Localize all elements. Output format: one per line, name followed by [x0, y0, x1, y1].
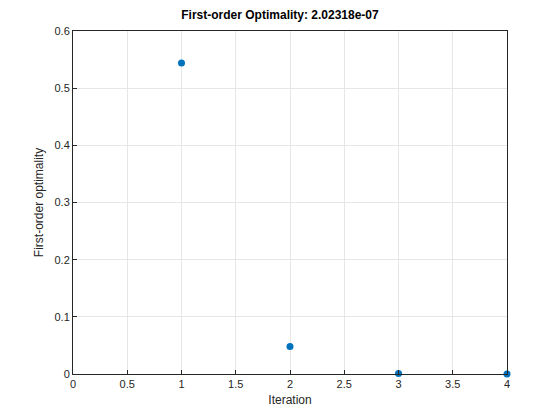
svg-text:0.5: 0.5	[55, 82, 70, 94]
svg-text:Iteration: Iteration	[268, 393, 311, 407]
svg-text:0.6: 0.6	[55, 25, 70, 37]
svg-text:3: 3	[395, 378, 401, 390]
svg-text:0: 0	[64, 368, 70, 380]
svg-text:0.5: 0.5	[120, 378, 135, 390]
svg-text:0.1: 0.1	[55, 311, 70, 323]
svg-text:First-order optimality: First-order optimality	[32, 148, 46, 257]
svg-text:0.4: 0.4	[55, 139, 70, 151]
svg-text:First-order Optimality: 2.0231: First-order Optimality: 2.02318e-07	[181, 8, 379, 22]
svg-text:1: 1	[178, 378, 184, 390]
svg-text:0.2: 0.2	[55, 254, 70, 266]
svg-text:4: 4	[504, 378, 510, 390]
svg-text:0.3: 0.3	[55, 196, 70, 208]
svg-text:3.5: 3.5	[445, 378, 460, 390]
svg-text:1.5: 1.5	[228, 378, 243, 390]
svg-text:0: 0	[70, 378, 76, 390]
svg-text:2: 2	[287, 378, 293, 390]
svg-text:2.5: 2.5	[337, 378, 352, 390]
